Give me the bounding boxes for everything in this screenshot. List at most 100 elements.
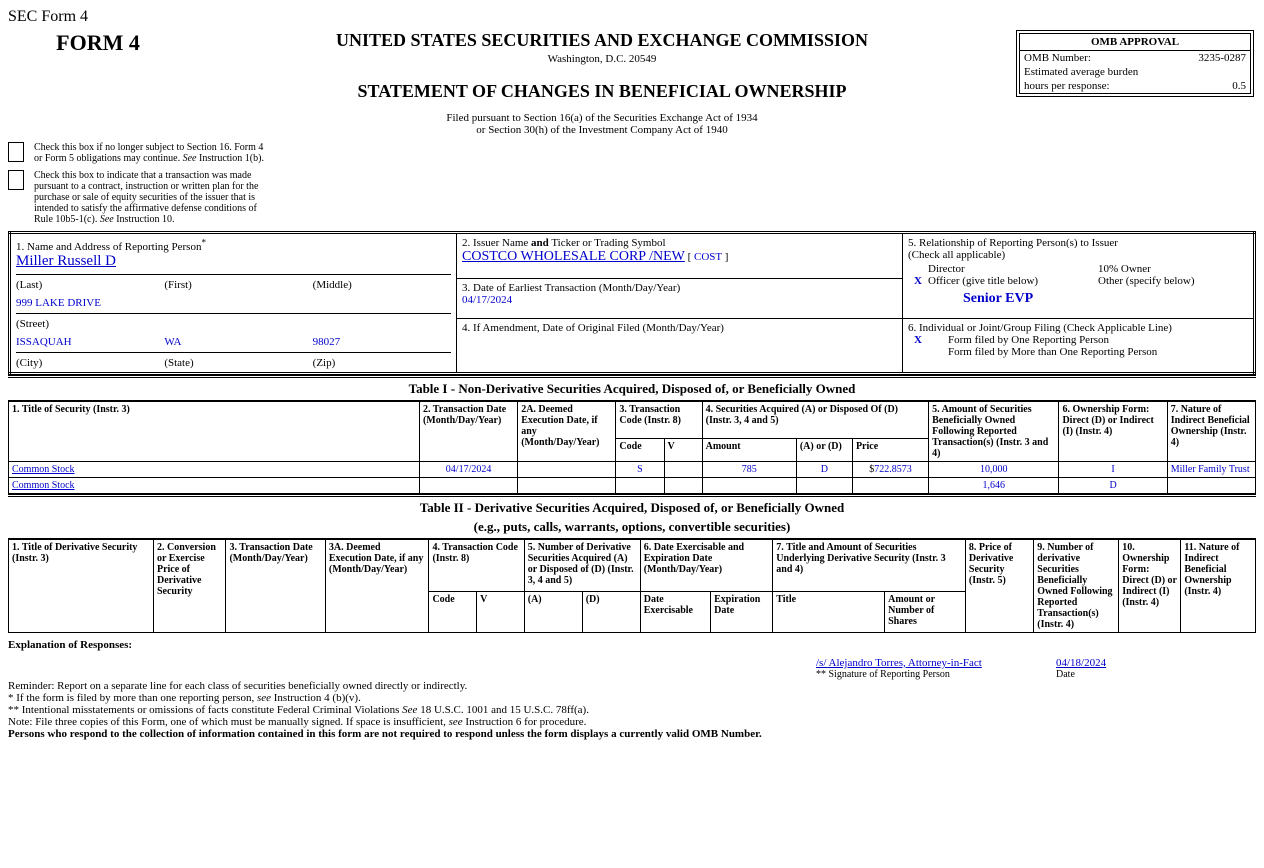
relationship-10owner: 10% Owner [1098, 263, 1248, 275]
cell-v [664, 477, 702, 493]
t2-h9: 9. Number of derivative Securities Benef… [1034, 539, 1119, 632]
omb-number-label: OMB Number: [1024, 52, 1091, 64]
t2-h7: 7. Title and Amount of Securities Underl… [773, 539, 966, 591]
omb-burden-label: Estimated average burden [1024, 66, 1138, 78]
filed-pursuant-2: or Section 30(h) of the Investment Compa… [188, 124, 1016, 136]
omb-approval-box: OMB APPROVAL OMB Number: 3235-0287 Estima… [1016, 30, 1254, 97]
cell-amount [702, 477, 796, 493]
box3-earliest-date: 3. Date of Earliest Transaction (Month/D… [457, 279, 903, 319]
cell-date: 04/17/2024 [419, 461, 517, 477]
table2: 1. Title of Derivative Security (Instr. … [8, 539, 1256, 633]
zip-value: 98027 [313, 336, 451, 348]
label-street: (Street) [16, 318, 451, 330]
cell-owned: 1,646 [929, 477, 1059, 493]
box4-amendment: 4. If Amendment, Date of Original Filed … [457, 318, 903, 373]
box6-filing: 6. Individual or Joint/Group Filing (Che… [903, 318, 1255, 373]
issuer-link[interactable]: COSTCO WHOLESALE CORP /NEW [462, 249, 685, 264]
signature-date-link[interactable]: 04/18/2024 [1056, 657, 1256, 669]
table2-title: Table II - Derivative Securities Acquire… [8, 494, 1256, 519]
cell-v [664, 461, 702, 477]
t2-hv: V [477, 592, 525, 633]
omb-number: 3235-0287 [1198, 52, 1246, 64]
t2-h6: 6. Date Exercisable and Expiration Date … [640, 539, 773, 591]
box2-issuer: 2. Issuer Name and Ticker or Trading Sym… [457, 233, 903, 279]
t2-h4: 4. Transaction Code (Instr. 8) [429, 539, 524, 591]
footer-persons: Persons who respond to the collection of… [8, 728, 1256, 740]
table-row: Common Stock1,646D [9, 477, 1256, 493]
cell-ad: D [796, 461, 852, 477]
filing-one-x: X [908, 334, 928, 346]
t2-h2: 2. Conversion or Exercise Price of Deriv… [153, 539, 225, 632]
t1-hamount: Amount [702, 439, 796, 461]
box1-reporting-person: 1. Name and Address of Reporting Person*… [10, 233, 457, 374]
cell-code [616, 477, 664, 493]
footer-star: * If the form is filed by more than one … [8, 692, 1256, 704]
t1-hprice: Price [852, 439, 928, 461]
security-title-link[interactable]: Common Stock [12, 480, 75, 491]
cell-price [852, 477, 928, 493]
form-header-table: 1. Name and Address of Reporting Person*… [8, 231, 1256, 375]
t1-h7: 7. Nature of Indirect Beneficial Ownersh… [1167, 401, 1255, 461]
table-row: Common Stock04/17/2024S785D$722.857310,0… [9, 461, 1256, 477]
t1-h6: 6. Ownership Form: Direct (D) or Indirec… [1059, 401, 1167, 461]
relationship-officer: Officer (give title below) [928, 275, 1078, 287]
t2-h10: 10. Ownership Form: Direct (D) or Indire… [1119, 539, 1181, 632]
cell-nature: Miller Family Trust [1167, 461, 1255, 477]
checkbox-10b5-1[interactable] [8, 170, 24, 190]
t1-h2: 2. Transaction Date (Month/Day/Year) [419, 401, 517, 461]
relationship-other: Other (specify below) [1098, 275, 1248, 287]
sec-address: Washington, D.C. 20549 [188, 53, 1016, 65]
t2-h11: 11. Nature of Indirect Beneficial Owners… [1181, 539, 1256, 632]
t1-h2a: 2A. Deemed Execution Date, if any (Month… [518, 401, 616, 461]
omb-hours-label: hours per response: [1024, 80, 1110, 92]
cell-ad [796, 477, 852, 493]
ticker-symbol: COST [694, 251, 722, 263]
signature-link[interactable]: /s/ Alejandro Torres, Attorney-in-Fact [816, 657, 1016, 669]
t1-h4: 4. Securities Acquired (A) or Disposed O… [702, 401, 929, 439]
t2-h3a: 3A. Deemed Execution Date, if any (Month… [325, 539, 429, 632]
t2-hutitle: Title [773, 592, 885, 633]
cell-deemed [518, 461, 616, 477]
statement-title: STATEMENT OF CHANGES IN BENEFICIAL OWNER… [188, 81, 1016, 102]
cell-owned: 10,000 [929, 461, 1059, 477]
t2-hushares: Amount or Number of Shares [885, 592, 966, 633]
checkbox-10b5-1-label: Check this box to indicate that a transa… [34, 170, 274, 225]
relationship-officer-x: X [908, 275, 928, 287]
t2-hdateex: Date Exercisable [640, 592, 710, 633]
cell-amount: 785 [702, 461, 796, 477]
earliest-date-value: 04/17/2024 [462, 294, 512, 306]
t2-hd: (D) [582, 592, 640, 633]
t1-had: (A) or (D) [796, 439, 852, 461]
t1-hcode: Code [616, 439, 664, 461]
state-value: WA [164, 336, 302, 348]
cell-price: $722.8573 [852, 461, 928, 477]
security-title-link[interactable]: Common Stock [12, 464, 75, 475]
t2-hcode: Code [429, 592, 477, 633]
t2-h8: 8. Price of Derivative Security (Instr. … [965, 539, 1033, 632]
checkbox-section16[interactable] [8, 142, 24, 162]
page-title: SEC Form 4 [8, 8, 1256, 26]
cell-date [419, 477, 517, 493]
filing-one-label: Form filed by One Reporting Person [948, 334, 1248, 346]
street-value: 999 LAKE DRIVE [16, 297, 451, 309]
t2-h5: 5. Number of Derivative Securities Acqui… [524, 539, 640, 591]
footer-reminder: Reminder: Report on a separate line for … [8, 680, 1256, 692]
t1-hv: V [664, 439, 702, 461]
t1-h3: 3. Transaction Code (Instr. 8) [616, 401, 702, 439]
city-value: ISSAQUAH [16, 336, 154, 348]
checkbox-section16-label: Check this box if no longer subject to S… [34, 142, 274, 164]
cell-nature [1167, 477, 1255, 493]
t1-h1: 1. Title of Security (Instr. 3) [9, 401, 420, 461]
officer-title: Senior EVP [963, 291, 1248, 307]
omb-hours: 0.5 [1232, 80, 1246, 92]
reporting-person-link[interactable]: Miller Russell D [16, 253, 116, 269]
cell-deemed [518, 477, 616, 493]
sec-title: UNITED STATES SECURITIES AND EXCHANGE CO… [188, 30, 1016, 51]
label-first: (First) [164, 279, 302, 291]
label-zip: (Zip) [313, 357, 451, 369]
cell-form: I [1059, 461, 1167, 477]
filing-multi-label: Form filed by More than One Reporting Pe… [948, 346, 1248, 358]
box5-relationship: 5. Relationship of Reporting Person(s) t… [903, 233, 1255, 319]
omb-title: OMB APPROVAL [1020, 34, 1250, 51]
signature-date-label: Date [1056, 669, 1256, 680]
